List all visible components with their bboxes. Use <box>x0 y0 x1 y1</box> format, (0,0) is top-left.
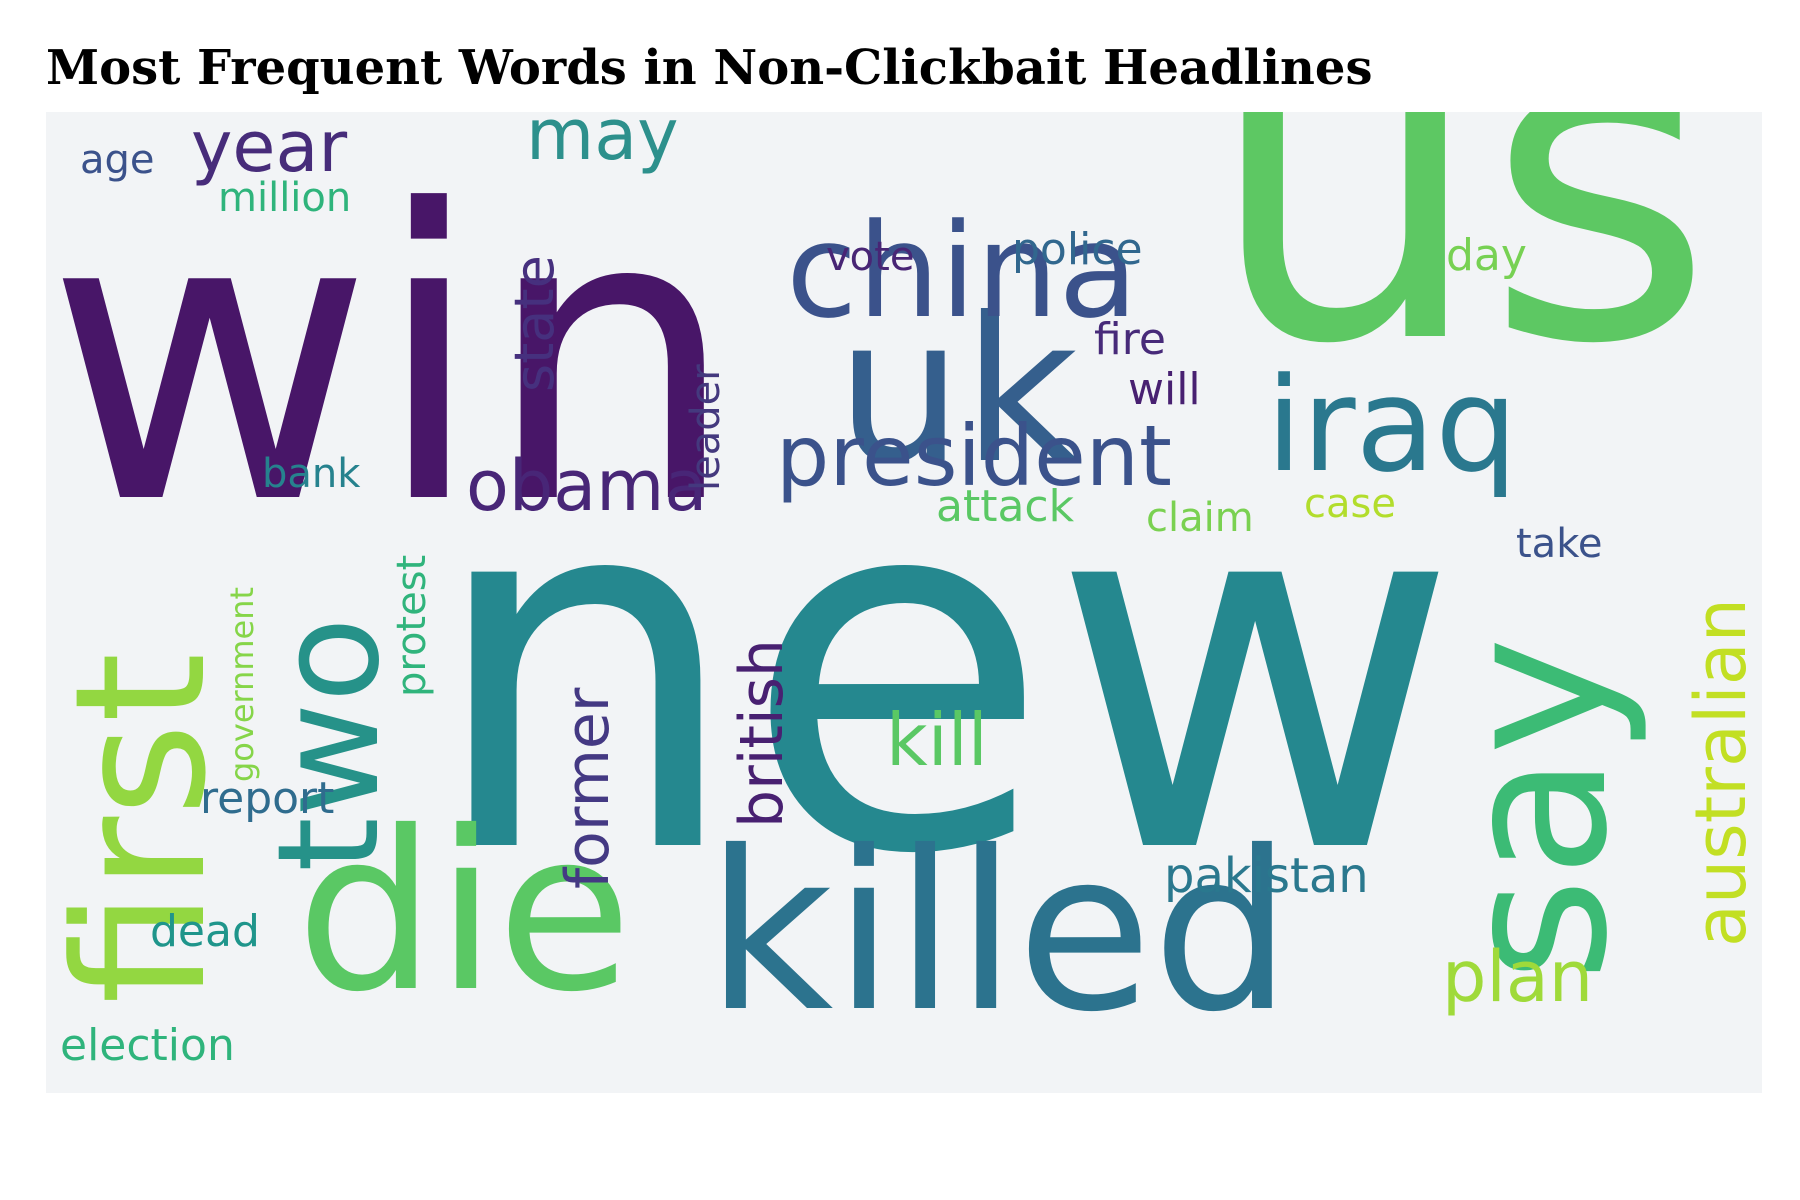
word-take: take <box>1516 521 1603 567</box>
word-will: will <box>1128 364 1201 415</box>
word-age: age <box>80 137 155 183</box>
word-plan: plan <box>1442 936 1594 1018</box>
word-obama: obama <box>466 445 708 527</box>
word-china: china <box>786 195 1139 347</box>
word-dead: dead <box>150 906 260 957</box>
word-killed: killed <box>706 804 1292 1060</box>
word-state: state <box>503 255 566 392</box>
word-iraq: iraq <box>1266 349 1518 501</box>
word-vote: vote <box>826 234 915 280</box>
word-british: british <box>727 639 797 828</box>
word-police: police <box>1012 224 1143 275</box>
word-two: two <box>248 616 411 872</box>
word-year: year <box>191 112 348 188</box>
word-new: new <box>426 381 1460 963</box>
word-former: former <box>553 687 623 889</box>
word-case: case <box>1304 481 1396 527</box>
word-president: president <box>776 407 1172 505</box>
word-australian: australian <box>1680 597 1762 947</box>
word-win: win <box>46 127 738 592</box>
word-pakistan: pakistan <box>1164 848 1369 904</box>
word-say: say <box>1419 636 1652 982</box>
word-claim: claim <box>1146 495 1254 541</box>
word-kill: kill <box>886 698 988 782</box>
word-bank: bank <box>262 451 361 497</box>
word-election: election <box>60 1020 235 1071</box>
word-government: government <box>223 586 261 782</box>
word-may: may <box>526 112 679 176</box>
word-leader: leader <box>683 364 729 491</box>
word-report: report <box>200 773 335 824</box>
word-attack: attack <box>936 481 1075 532</box>
word-cloud: win new us killed die uk china iraq president oba… <box>46 112 1762 1093</box>
word-million: million <box>218 175 352 221</box>
word-uk: uk <box>836 275 1079 508</box>
word-day: day <box>1446 230 1527 281</box>
word-die: die <box>296 784 633 1040</box>
word-protest: protest <box>389 554 435 697</box>
word-us: us <box>1206 112 1715 440</box>
word-fire: fire <box>1094 314 1166 365</box>
chart-title: Most Frequent Words in Non-Clickbait Hea… <box>46 40 1373 96</box>
